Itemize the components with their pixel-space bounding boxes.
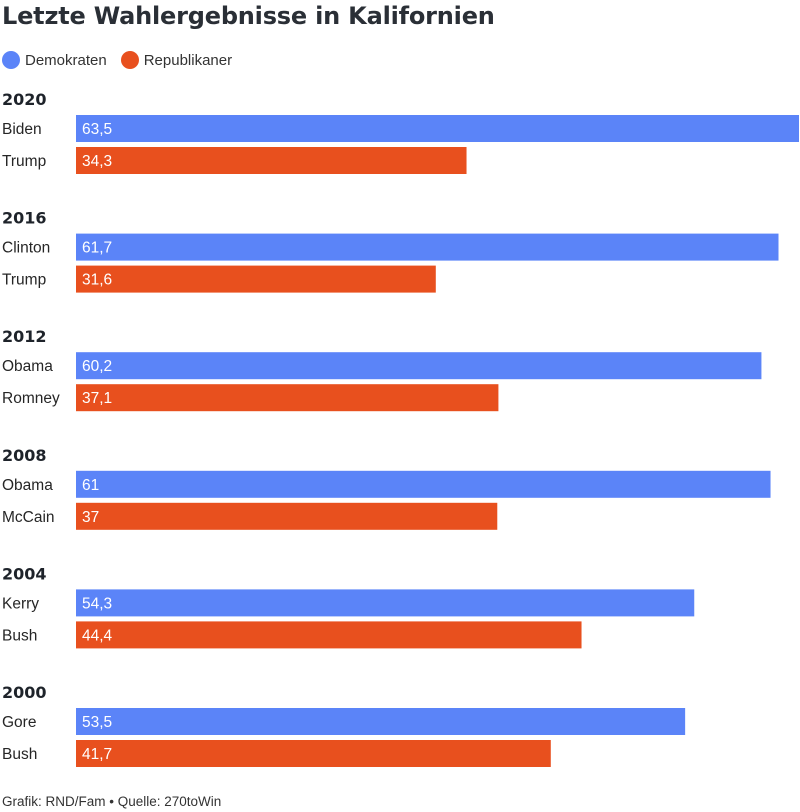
value-label: 53,5 bbox=[82, 714, 112, 731]
value-label: 61 bbox=[82, 477, 99, 494]
year-label: 2004 bbox=[2, 564, 47, 583]
legend-item-democrats: Demokraten bbox=[2, 51, 107, 69]
value-label: 31,6 bbox=[82, 272, 112, 289]
legend-label-democrats: Demokraten bbox=[25, 51, 107, 69]
candidate-label: McCain bbox=[2, 509, 55, 526]
value-label: 37 bbox=[82, 509, 99, 526]
bar bbox=[76, 708, 686, 735]
value-label: 61,7 bbox=[82, 240, 112, 257]
value-label: 54,3 bbox=[82, 595, 112, 612]
year-label: 2016 bbox=[2, 209, 47, 228]
bar bbox=[76, 384, 499, 412]
year-label: 2000 bbox=[2, 683, 47, 702]
candidate-label: Trump bbox=[2, 153, 46, 170]
year-label: 2012 bbox=[2, 327, 47, 346]
candidate-label: Obama bbox=[2, 358, 53, 375]
candidate-label: Trump bbox=[2, 272, 46, 289]
value-label: 44,4 bbox=[82, 627, 113, 644]
year-label: 2008 bbox=[2, 446, 47, 465]
bar bbox=[76, 502, 498, 530]
source-note: Grafik: RND/Fam • Quelle: 270toWin bbox=[2, 794, 222, 809]
value-label: 34,3 bbox=[82, 153, 112, 170]
legend: Demokraten Republikaner bbox=[2, 50, 246, 70]
legend-swatch-republicans bbox=[120, 51, 139, 69]
bar bbox=[76, 621, 582, 649]
legend-item-republicans: Republikaner bbox=[120, 51, 233, 69]
bar bbox=[76, 233, 779, 261]
candidate-label: Gore bbox=[2, 714, 36, 731]
value-label: 41,7 bbox=[82, 746, 112, 763]
candidate-label: Biden bbox=[2, 121, 42, 138]
candidate-label: Obama bbox=[2, 477, 53, 494]
candidate-label: Bush bbox=[2, 746, 37, 763]
value-label: 60,2 bbox=[82, 358, 112, 375]
legend-swatch-democrats bbox=[2, 51, 20, 69]
year-label: 2020 bbox=[2, 90, 47, 109]
bar bbox=[76, 470, 771, 498]
bar bbox=[76, 147, 467, 174]
value-label: 63,5 bbox=[82, 121, 112, 138]
candidate-label: Kerry bbox=[2, 595, 39, 612]
legend-label-republicans: Republikaner bbox=[143, 51, 233, 69]
candidate-label: Bush bbox=[2, 627, 37, 644]
bar bbox=[76, 589, 695, 617]
bar bbox=[76, 265, 436, 293]
candidate-label: Clinton bbox=[2, 240, 50, 257]
value-label: 37,1 bbox=[82, 390, 112, 407]
chart-title: Letzte Wahlergebnisse in Kalifornien bbox=[2, 2, 495, 30]
bar bbox=[76, 740, 551, 767]
candidate-label: Romney bbox=[2, 390, 60, 407]
bar bbox=[76, 115, 799, 142]
bar bbox=[76, 352, 762, 380]
